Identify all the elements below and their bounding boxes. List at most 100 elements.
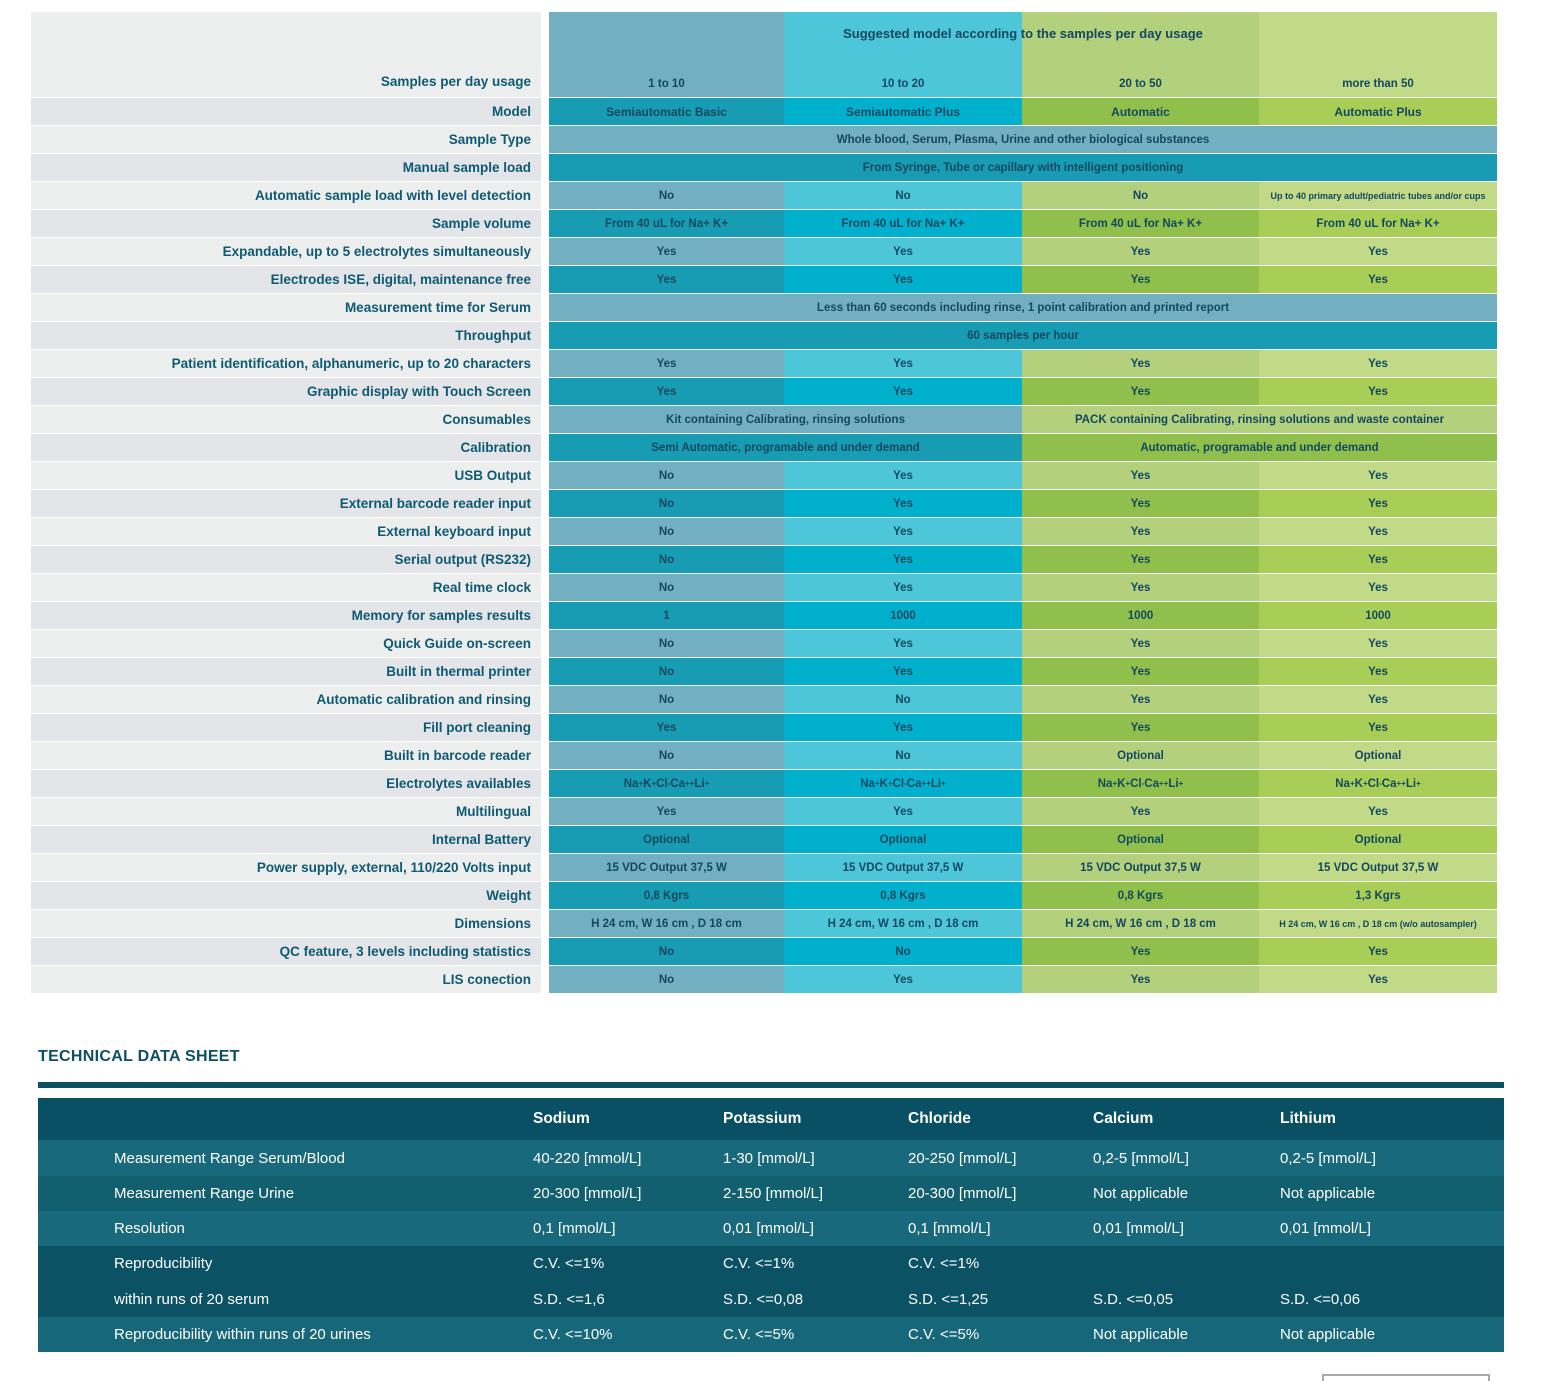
spec-cell: No: [1022, 182, 1259, 209]
row-gap: [541, 938, 549, 965]
header-column-bg: [1022, 12, 1259, 97]
spec-cell: From Syringe, Tube or capillary with int…: [549, 154, 1497, 181]
spec-cell: Yes: [784, 798, 1022, 825]
row-label: Patient identification, alphanumeric, up…: [31, 350, 541, 377]
spec-cell: H 24 cm, W 16 cm , D 18 cm: [1022, 910, 1259, 937]
row-gap: [541, 210, 549, 237]
spec-cell: No: [549, 546, 784, 573]
tech-value-cell: Not applicable: [1093, 1185, 1189, 1202]
spec-cell: Semiautomatic Basic: [549, 98, 784, 125]
header-column-bg: [549, 12, 784, 97]
row-label: Graphic display with Touch Screen: [31, 378, 541, 405]
row-gap: [541, 826, 549, 853]
spec-cell: Yes: [1022, 378, 1259, 405]
spec-cell: No: [784, 742, 1022, 769]
spec-cell: No: [549, 574, 784, 601]
tech-header-cell: Chloride: [908, 1110, 971, 1127]
header-columns: Suggested model according to the samples…: [549, 12, 1497, 97]
spec-cell: Yes: [1022, 518, 1259, 545]
spec-cell: Yes: [549, 238, 784, 265]
tech-value-cell: 40-220 [mmol/L]: [533, 1149, 642, 1167]
spec-cell: Yes: [549, 266, 784, 293]
spec-cell: 1000: [1259, 602, 1497, 629]
technical-data-sheet-title: TECHNICAL DATA SHEET: [38, 1048, 240, 1065]
tech-value-cell: C.V. <=5%: [723, 1326, 795, 1343]
row-gap: [541, 882, 549, 909]
tech-value-cell: 0,01 [mmol/L]: [1280, 1220, 1371, 1237]
tech-value-cell: S.D. <=0,05: [1093, 1290, 1174, 1308]
comparison-row: Consumables Kit containing Calibrating, r…: [31, 406, 1497, 433]
tech-row-label: Measurement Range Urine: [114, 1185, 295, 1202]
row-gap: [541, 182, 549, 209]
spec-cell: Yes: [1022, 686, 1259, 713]
tech-value-cell: 0,2-5 [mmol/L]: [1280, 1149, 1376, 1167]
row-gap: [541, 546, 549, 573]
comparison-header-band: Samples per day usage Suggested model ac…: [31, 12, 1497, 97]
suggested-model-title: Suggested model according to the samples…: [843, 26, 1203, 41]
spec-cell: 1000: [1022, 602, 1259, 629]
spec-cell: Yes: [784, 714, 1022, 741]
comparison-row: External keyboard input No Yes Yes Yes: [31, 518, 1497, 545]
row-gap: [541, 266, 549, 293]
tech-row-label: Reproducibility within runs of 20 urines: [114, 1326, 371, 1343]
comparison-rows: Model Semiautomatic Basic Semiautomatic Pl…: [31, 98, 1497, 993]
tech-header-row: Sodium Potassium Chloride Calcium Lithium: [38, 1098, 1504, 1140]
spec-cell: Yes: [1259, 546, 1497, 573]
spec-cell: 1: [549, 602, 784, 629]
row-label: Automatic sample load with level detecti…: [31, 182, 541, 209]
spec-cell: Yes: [1022, 798, 1259, 825]
spec-cell: Na + K + Cl - Ca ++ Li +: [549, 770, 784, 797]
row-gap: [541, 714, 549, 741]
technical-data-sheet-section: TECHNICAL DATA SHEET Sodium Potassium Chlo…: [38, 1048, 1504, 1352]
spec-cell: Whole blood, Serum, Plasma, Urine and ot…: [549, 126, 1497, 153]
spec-cell: Yes: [1259, 574, 1497, 601]
spec-cell: Yes: [1259, 630, 1497, 657]
row-label: QC feature, 3 levels including statistic…: [31, 938, 541, 965]
spec-cell: Yes: [1259, 462, 1497, 489]
spec-cell: Yes: [549, 350, 784, 377]
usage-value-cell: 10 to 20: [881, 78, 925, 90]
samples-per-day-label: Samples per day usage: [31, 12, 541, 97]
spec-cell: No: [549, 518, 784, 545]
spec-cell: H 24 cm, W 16 cm , D 18 cm: [784, 910, 1022, 937]
row-label: External keyboard input: [31, 518, 541, 545]
spec-cell: Yes: [1022, 490, 1259, 517]
row-label: Power supply, external, 110/220 Volts in…: [31, 854, 541, 881]
row-gap: [541, 798, 549, 825]
spec-cell: Yes: [784, 574, 1022, 601]
tech-header-cell: Potassium: [723, 1110, 802, 1127]
spec-cell: Na + K + Cl - Ca ++ Li +: [784, 770, 1022, 797]
spec-cell: 15 VDC Output 37,5 W: [784, 854, 1022, 881]
header-column-bg: [1259, 12, 1497, 97]
tech-value-cell: C.V. <=10%: [533, 1326, 613, 1343]
row-gap: [541, 434, 549, 461]
comparison-row: Model Semiautomatic Basic Semiautomatic Pl…: [31, 98, 1497, 125]
comparison-row: Internal Battery Optional Optional Optional…: [31, 826, 1497, 853]
tech-value-cell: Not applicable: [1093, 1326, 1189, 1343]
comparison-row: Weight 0,8 Kgrs 0,8 Kgrs 0,8 Kgrs 1,3 Kgrs: [31, 882, 1497, 909]
spec-cell: Yes: [784, 518, 1022, 545]
header-column-bg: [784, 12, 1022, 97]
spec-cell: Yes: [1259, 490, 1497, 517]
tech-value-cell: 2-150 [mmol/L]: [723, 1185, 824, 1202]
row-gap: [541, 294, 549, 321]
spec-cell: From 40 uL for Na+ K+: [784, 210, 1022, 237]
title-underline-rule: [38, 1082, 1504, 1088]
comparison-row: Graphic display with Touch Screen Yes Yes Y…: [31, 378, 1497, 405]
spec-cell: Yes: [549, 714, 784, 741]
comparison-row: Electrodes ISE, digital, maintenance fre…: [31, 266, 1497, 293]
comparison-row: Automatic sample load with level detecti…: [31, 182, 1497, 209]
row-label: USB Output: [31, 462, 541, 489]
row-label: External barcode reader input: [31, 490, 541, 517]
model-comparison-table: Samples per day usage Suggested model ac…: [31, 12, 1497, 994]
tech-value-cell: S.D. <=0,08: [723, 1290, 804, 1308]
spec-cell: No: [549, 966, 784, 993]
comparison-row: Real time clock No Yes Yes Yes: [31, 574, 1497, 601]
tech-header-cell: Sodium: [533, 1110, 590, 1127]
tech-value-cell: 0,2-5 [mmol/L]: [1093, 1149, 1189, 1167]
comparison-row: Built in barcode reader No No Optional Optio…: [31, 742, 1497, 769]
row-label: LIS conection: [31, 966, 541, 993]
tech-row-label: Resolution: [114, 1220, 185, 1237]
row-gap: [541, 518, 549, 545]
